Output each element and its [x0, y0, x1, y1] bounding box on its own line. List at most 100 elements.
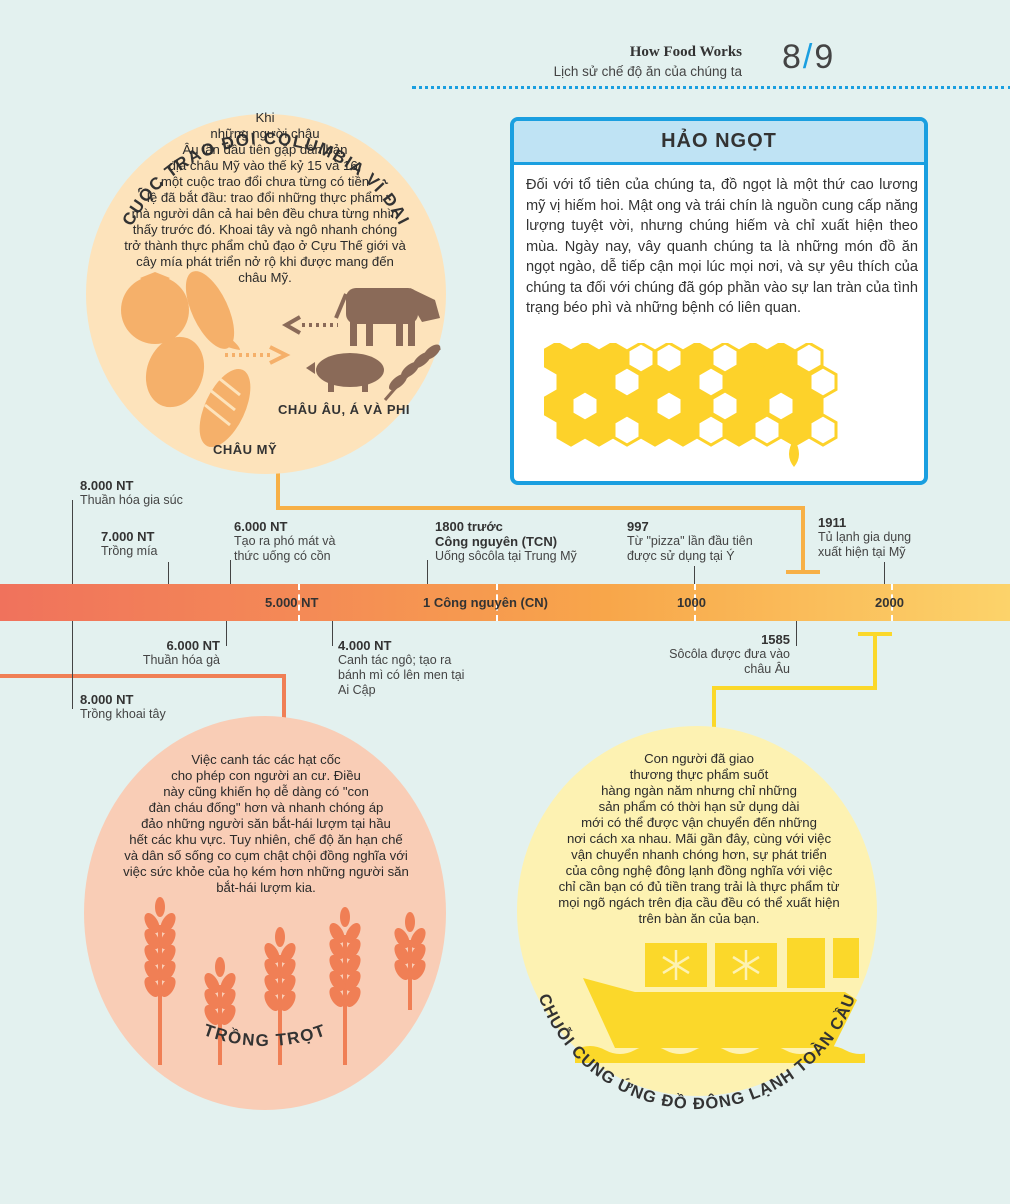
- label-old-world: CHÂU ÂU, Á VÀ PHI: [278, 402, 411, 417]
- event-1911-fridge: 1911 Tủ lạnh gia dụng xuất hiện tại Mỹ: [818, 515, 912, 559]
- honeycomb-cell: [612, 413, 642, 447]
- wheat-grain: [144, 961, 160, 981]
- wheat-grain: [280, 991, 296, 1011]
- era-5000bc: 5.000 NT: [265, 595, 319, 610]
- wheat-grain: [410, 960, 426, 980]
- honeycomb-icon: [544, 343, 838, 467]
- era-2000: 2000: [875, 595, 904, 610]
- era-1ad: 1 Công nguyên (CN): [423, 595, 548, 610]
- sweet-box: HẢO NGỌT Đối với tổ tiên của chúng ta, đ…: [510, 117, 928, 485]
- wheat-grain: [160, 977, 176, 997]
- header-dotted-rule: [412, 86, 1010, 89]
- timeline-tick: [891, 584, 893, 621]
- wheat-grain: [204, 973, 220, 993]
- wheat-grain: [264, 975, 280, 995]
- event-6000bc-chicken: 6.000 NT Thuần hóa gà: [142, 638, 220, 667]
- timeline-bar: [0, 584, 1010, 621]
- chapter-subtitle: Lịch sử chế độ ăn của chúng ta: [553, 64, 742, 79]
- honeycomb-cell: [640, 413, 670, 447]
- honeycomb-cell: [696, 413, 726, 447]
- wheat-grain: [215, 957, 225, 977]
- wheat-grain: [220, 1005, 236, 1025]
- wheat-grain: [160, 913, 176, 933]
- wheat-grain: [144, 945, 160, 965]
- svg-text:TRỒNG TRỌT: TRỒNG TRỌT: [201, 1020, 328, 1050]
- honeycomb-cell: [780, 413, 810, 447]
- wheat-grain: [264, 943, 280, 963]
- honeycomb-cell: [584, 413, 614, 447]
- wheat-grain: [280, 943, 296, 963]
- wheat-stem: [343, 935, 347, 1065]
- honeycomb-cell: [752, 413, 782, 447]
- wheat-field-icon: [144, 897, 426, 1065]
- wheat-grain: [410, 944, 426, 964]
- honeycomb-cell: [556, 413, 586, 447]
- wheat-grain: [329, 971, 345, 991]
- event-8000bc-potato: 8.000 NT Trồng khoai tây: [80, 692, 166, 721]
- event-6000bc-cheese: 6.000 NT Tạo ra phó mát và thức uống có c…: [234, 519, 336, 563]
- wheat-grain: [204, 989, 220, 1009]
- sweet-text: Đối với tổ tiên của chúng ta, đồ ngọt là…: [526, 177, 918, 316]
- wheat-grain: [160, 961, 176, 981]
- honey-drop-icon: [789, 439, 799, 467]
- corn-icon: [185, 271, 240, 350]
- wheat-grain: [275, 927, 285, 947]
- timeline-tick: [694, 584, 696, 621]
- wheat-grain: [329, 923, 345, 943]
- wheat-grain: [394, 944, 410, 964]
- wheat-grain: [204, 1005, 220, 1025]
- event-997-pizza: 997 Từ "pizza" lần đầu tiên được sử dụng …: [627, 519, 753, 563]
- tomato-icon: [121, 272, 189, 344]
- wheat-grain: [329, 939, 345, 959]
- book-title: How Food Works: [629, 44, 742, 60]
- cow-icon: [334, 288, 440, 346]
- event-line: [72, 621, 73, 709]
- wheat-grain: [329, 987, 345, 1007]
- event-line: [72, 500, 73, 584]
- honeycomb-cell: [724, 413, 754, 447]
- cacao-icon: [199, 369, 251, 447]
- columbian-arc-title: CUỘC TRAO ĐỔI COLUMBIA VĨ ĐẠI: [119, 129, 412, 229]
- wheat-grain: [160, 945, 176, 965]
- page-number: 8/9: [782, 38, 835, 77]
- potato-icon: [145, 336, 205, 408]
- snowflake-icon: [662, 950, 760, 980]
- event-line: [796, 621, 797, 646]
- wheat-grain: [345, 971, 361, 991]
- wheat-stem: [218, 985, 222, 1065]
- wheat-grain: [345, 987, 361, 1007]
- honeycomb-cell: [668, 413, 698, 447]
- event-4000bc-maize: 4.000 NT Canh tác ngô; tạo ra bánh mì có …: [338, 638, 465, 697]
- wheat-grain: [264, 991, 280, 1011]
- wheat-stem: [278, 955, 282, 1065]
- farming-circle: [84, 716, 446, 1110]
- farming-arc-title: TRỒNG TRỌT: [201, 1020, 328, 1050]
- event-line: [226, 621, 227, 646]
- event-line: [884, 562, 885, 584]
- wheat-grain: [280, 959, 296, 979]
- wheat-icon: [383, 344, 441, 401]
- honeycomb-cell: [808, 413, 838, 447]
- coldchain-title: CHUỖI CUNG ỨNG ĐỒ ĐÔNG LẠNH TOÀN CẦU: [535, 991, 859, 1113]
- wheat-stem: [158, 925, 162, 1065]
- wheat-grain: [280, 975, 296, 995]
- wheat-grain: [345, 955, 361, 975]
- wheat-grain: [144, 929, 160, 949]
- farming-title: TRỒNG TRỌT: [201, 1020, 327, 1050]
- columbian-text: Khi những người châu Âu lần đầu tiên gặp…: [124, 110, 406, 285]
- label-americas: CHÂU MỸ: [213, 442, 278, 457]
- pig-icon: [306, 353, 384, 392]
- coldchain-text: Con người đã giao thương thực phẩm suốt …: [558, 751, 840, 926]
- page-separator: /: [802, 38, 815, 76]
- farming-text: Việc canh tác các hạt cốc cho phép con n…: [123, 752, 409, 895]
- timeline-tick: [496, 584, 498, 621]
- wheat-grain: [345, 923, 361, 943]
- era-1000: 1000: [677, 595, 706, 610]
- wheat-grain: [155, 897, 165, 917]
- wheat-grain: [264, 959, 280, 979]
- event-1585-chocolate-europe: 1585 Sôcôla được đưa vào châu Âu: [669, 632, 790, 676]
- wheat-grain: [144, 977, 160, 997]
- arrow-left-icon: [281, 315, 338, 335]
- wheat-grain: [410, 928, 426, 948]
